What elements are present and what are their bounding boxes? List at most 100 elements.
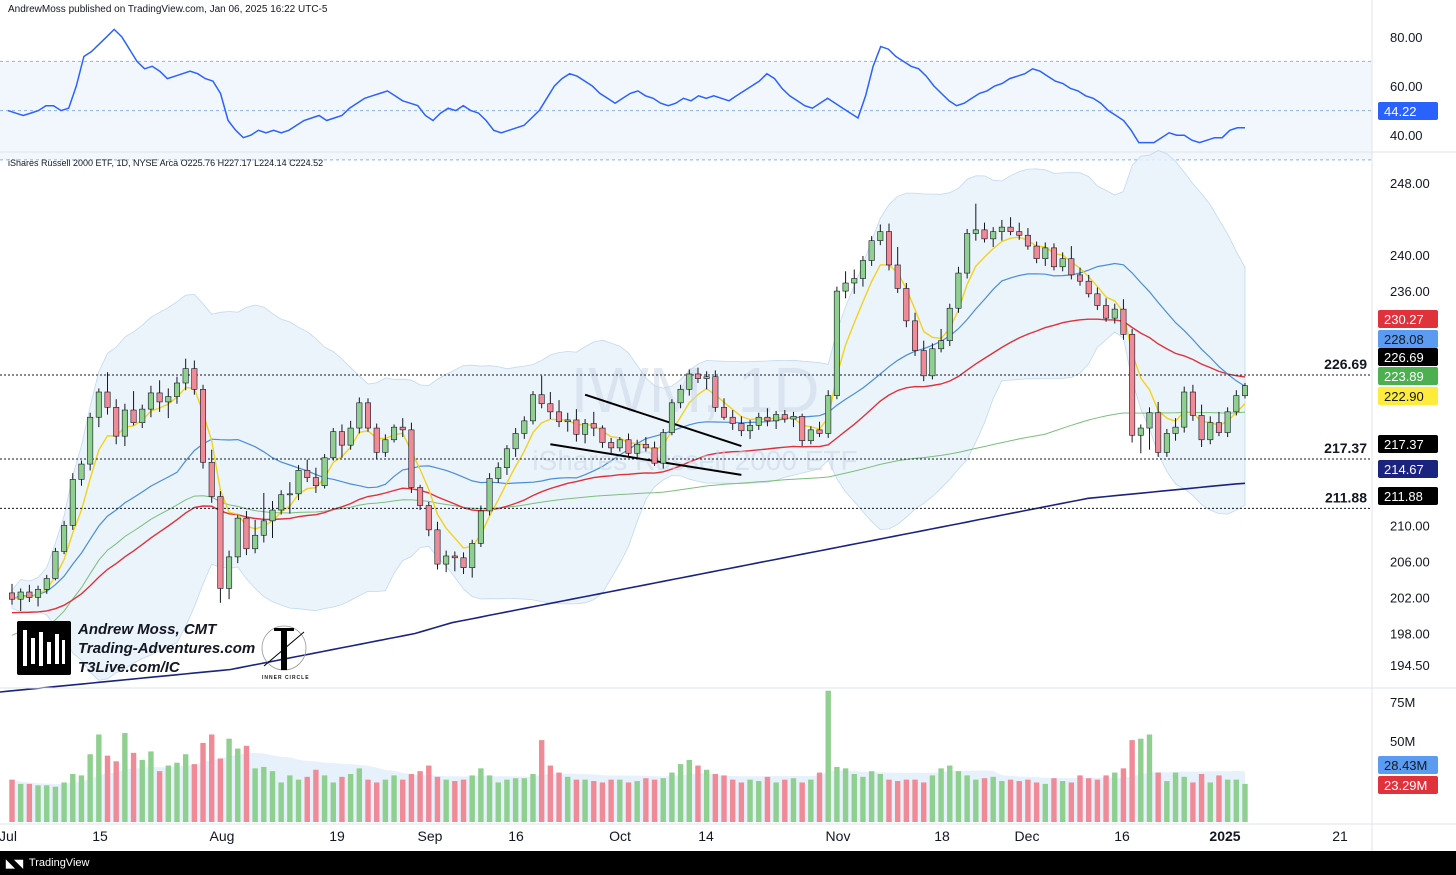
- candle: [912, 312, 919, 356]
- candle-body: [17, 591, 24, 600]
- candle-body: [304, 470, 311, 478]
- candle: [1077, 267, 1084, 286]
- volume-bar: [1164, 781, 1170, 822]
- candle: [547, 392, 554, 420]
- candle-body: [226, 556, 233, 589]
- candle-body: [365, 402, 371, 429]
- candle-body: [1111, 308, 1118, 319]
- volume-bar: [287, 775, 293, 822]
- footer-brand[interactable]: TradingView: [28, 857, 90, 869]
- candle-body: [243, 517, 250, 550]
- volume-bar: [1086, 778, 1092, 822]
- candle-body: [946, 307, 953, 341]
- candle: [330, 428, 337, 461]
- candle: [1094, 287, 1101, 311]
- price-badge-bg: [1378, 487, 1438, 505]
- volume-bar: [44, 785, 50, 822]
- candle-body: [451, 555, 458, 559]
- volume-bar: [460, 779, 467, 822]
- volume-bar: [87, 754, 93, 822]
- volume-bar: [443, 779, 449, 822]
- candle: [660, 428, 667, 469]
- candle-body: [668, 402, 675, 433]
- volume-bar: [321, 775, 328, 822]
- candle-body: [147, 392, 154, 410]
- volume-bar: [1233, 779, 1240, 822]
- volume-bar: [651, 779, 658, 822]
- price-badge: 226.69: [1378, 348, 1438, 366]
- candle-body: [1077, 274, 1084, 282]
- volume-bar: [504, 779, 510, 822]
- candle: [1050, 243, 1057, 271]
- candle: [564, 412, 571, 432]
- candle: [877, 224, 884, 246]
- candle: [434, 521, 441, 570]
- candle-body: [1059, 258, 1066, 268]
- candle-body: [139, 408, 146, 423]
- footer-bar: ◣◥ TradingView: [0, 851, 1456, 875]
- candle-body: [634, 443, 641, 454]
- candle: [61, 520, 68, 555]
- candle: [521, 416, 528, 439]
- volume-bar: [877, 774, 884, 822]
- author-site-1: Trading-Adventures.com: [78, 640, 256, 657]
- candle-body: [69, 479, 76, 526]
- volume-bar: [191, 764, 198, 822]
- candle-body: [382, 439, 389, 453]
- candle-body: [842, 282, 849, 292]
- volume-bar: [434, 776, 441, 822]
- time-tick: Jul: [0, 828, 17, 844]
- candle: [243, 510, 250, 556]
- candle-body: [173, 382, 180, 397]
- candle-body: [408, 429, 415, 488]
- candle: [1103, 298, 1110, 322]
- volume-bar: [1155, 772, 1161, 822]
- candle-body: [920, 350, 927, 377]
- candle: [556, 400, 563, 428]
- volume-bar: [261, 766, 267, 822]
- volume-bar: [347, 774, 354, 822]
- candle: [78, 460, 85, 486]
- bollinger-band: [11, 150, 1246, 681]
- candle: [721, 398, 728, 420]
- volume-bar: [61, 782, 67, 822]
- trendline-upper: [584, 393, 742, 448]
- candle: [747, 419, 754, 439]
- volume-bar: [1198, 774, 1205, 822]
- candle: [946, 303, 953, 347]
- time-tick: 2025: [1209, 828, 1240, 844]
- candle: [920, 340, 927, 382]
- candle-body: [1068, 258, 1075, 276]
- volume-bar: [70, 774, 76, 822]
- candle-body: [130, 409, 137, 423]
- volume-bar: [243, 745, 250, 822]
- candle: [1181, 386, 1188, 433]
- volume-bar: [1016, 781, 1022, 822]
- time-tick: Aug: [210, 828, 235, 844]
- candle: [981, 222, 988, 243]
- price-badge-text: 211.88: [1384, 489, 1423, 504]
- candle-body: [191, 368, 198, 390]
- candle: [1042, 242, 1049, 266]
- candle: [1163, 428, 1170, 457]
- volume-bar: [825, 690, 831, 822]
- candle-body: [1016, 231, 1023, 236]
- candle: [173, 376, 180, 404]
- candle: [121, 403, 128, 447]
- volume-bar: [35, 785, 41, 822]
- candle: [503, 445, 510, 475]
- volume-bar: [278, 782, 284, 822]
- candle-body: [95, 391, 102, 418]
- price-badge: 217.37: [1378, 435, 1438, 453]
- candle-body: [278, 494, 285, 511]
- volume-bar: [113, 761, 119, 822]
- candle-body: [859, 260, 866, 279]
- candle: [451, 551, 458, 572]
- volume-bar: [174, 762, 180, 822]
- volume-bar: [981, 778, 988, 822]
- candle-body: [113, 407, 120, 437]
- candle-body: [234, 517, 241, 558]
- volume-bar: [122, 733, 128, 822]
- price-badge-text: 223.89: [1384, 369, 1424, 384]
